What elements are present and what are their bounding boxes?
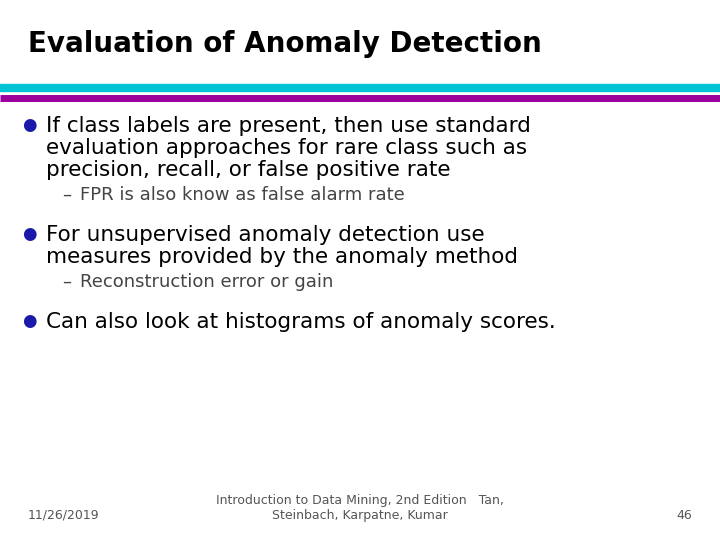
Text: Evaluation of Anomaly Detection: Evaluation of Anomaly Detection [28, 30, 541, 58]
Text: 11/26/2019: 11/26/2019 [28, 509, 99, 522]
Text: –: – [62, 273, 71, 291]
Text: precision, recall, or false positive rate: precision, recall, or false positive rat… [46, 160, 451, 180]
Text: evaluation approaches for rare class such as: evaluation approaches for rare class suc… [46, 138, 527, 158]
Text: Reconstruction error or gain: Reconstruction error or gain [80, 273, 333, 291]
Text: 46: 46 [676, 509, 692, 522]
Text: FPR is also know as false alarm rate: FPR is also know as false alarm rate [80, 186, 405, 204]
Text: measures provided by the anomaly method: measures provided by the anomaly method [46, 247, 518, 267]
Text: Introduction to Data Mining, 2nd Edition   Tan,
Steinbach, Karpatne, Kumar: Introduction to Data Mining, 2nd Edition… [216, 494, 504, 522]
Text: ●: ● [22, 116, 37, 134]
Text: For unsupervised anomaly detection use: For unsupervised anomaly detection use [46, 225, 485, 245]
Text: ●: ● [22, 225, 37, 243]
Text: ●: ● [22, 312, 37, 330]
Text: Can also look at histograms of anomaly scores.: Can also look at histograms of anomaly s… [46, 312, 556, 332]
Text: If class labels are present, then use standard: If class labels are present, then use st… [46, 116, 531, 136]
Text: –: – [62, 186, 71, 204]
